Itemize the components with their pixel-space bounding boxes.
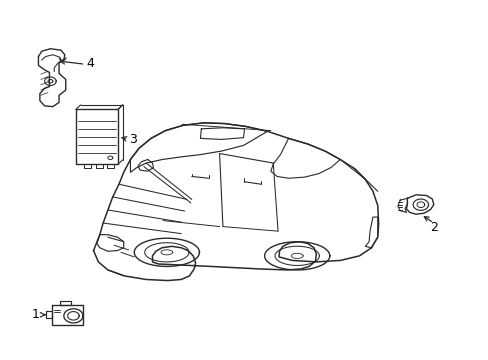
Text: 2: 2 bbox=[429, 221, 437, 234]
Text: 1: 1 bbox=[32, 308, 40, 321]
Text: 3: 3 bbox=[129, 133, 137, 146]
Text: 4: 4 bbox=[86, 57, 94, 70]
